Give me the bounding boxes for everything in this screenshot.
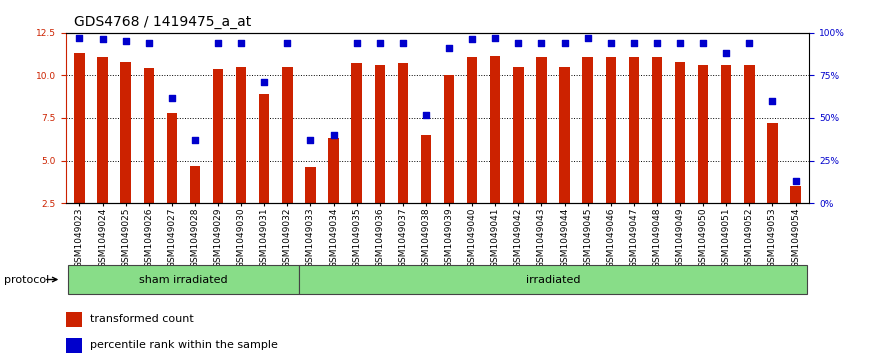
Point — [234, 40, 248, 46]
Bar — [190, 166, 200, 203]
Bar — [144, 69, 154, 203]
Bar — [352, 64, 362, 203]
Point — [719, 50, 733, 56]
Point — [626, 40, 640, 46]
Text: sham irradiated: sham irradiated — [139, 274, 228, 285]
Bar — [513, 67, 523, 203]
Bar — [744, 65, 754, 203]
Point — [373, 40, 387, 46]
Text: protocol: protocol — [4, 274, 50, 285]
Point — [466, 37, 480, 42]
Point — [673, 40, 687, 46]
Bar — [74, 53, 85, 203]
Bar — [698, 65, 709, 203]
Point — [535, 40, 549, 46]
Bar — [652, 57, 662, 203]
Bar — [559, 67, 570, 203]
Point — [766, 98, 780, 104]
Point — [211, 40, 225, 46]
Point — [696, 40, 710, 46]
Point — [326, 132, 340, 138]
Bar — [121, 62, 131, 203]
Point — [188, 137, 202, 143]
Text: percentile rank within the sample: percentile rank within the sample — [90, 340, 278, 350]
Bar — [444, 75, 454, 203]
Point — [442, 45, 456, 51]
Bar — [490, 56, 500, 203]
Point — [280, 40, 294, 46]
Bar — [213, 69, 223, 203]
Text: transformed count: transformed count — [90, 314, 194, 325]
Bar — [259, 94, 270, 203]
Bar — [299, 265, 807, 294]
Bar — [68, 265, 299, 294]
Point — [581, 35, 595, 41]
Point — [488, 35, 502, 41]
Point — [604, 40, 618, 46]
Bar — [66, 312, 82, 327]
Bar — [374, 65, 385, 203]
Bar — [536, 57, 547, 203]
Bar — [628, 57, 639, 203]
Bar — [790, 186, 801, 203]
Point — [396, 40, 410, 46]
Point — [164, 95, 178, 101]
Bar — [236, 67, 247, 203]
Point — [742, 40, 756, 46]
Point — [511, 40, 525, 46]
Bar — [97, 57, 108, 203]
Bar — [66, 338, 82, 352]
Bar — [421, 135, 431, 203]
Point — [73, 35, 87, 41]
Point — [650, 40, 664, 46]
Bar — [675, 62, 685, 203]
Bar — [606, 57, 616, 203]
Bar — [328, 138, 339, 203]
Text: irradiated: irradiated — [526, 274, 580, 285]
Point — [119, 38, 133, 44]
Point — [304, 137, 318, 143]
Point — [142, 40, 156, 46]
Point — [557, 40, 571, 46]
Bar — [166, 113, 177, 203]
Bar — [467, 57, 478, 203]
Text: GDS4768 / 1419475_a_at: GDS4768 / 1419475_a_at — [74, 15, 252, 29]
Point — [350, 40, 364, 46]
Point — [419, 112, 433, 118]
Bar — [397, 64, 408, 203]
Bar — [767, 123, 778, 203]
Point — [257, 79, 271, 85]
Bar — [305, 167, 316, 203]
Point — [788, 178, 802, 184]
Bar — [721, 65, 732, 203]
Bar — [282, 67, 292, 203]
Point — [95, 37, 109, 42]
Bar — [583, 57, 593, 203]
